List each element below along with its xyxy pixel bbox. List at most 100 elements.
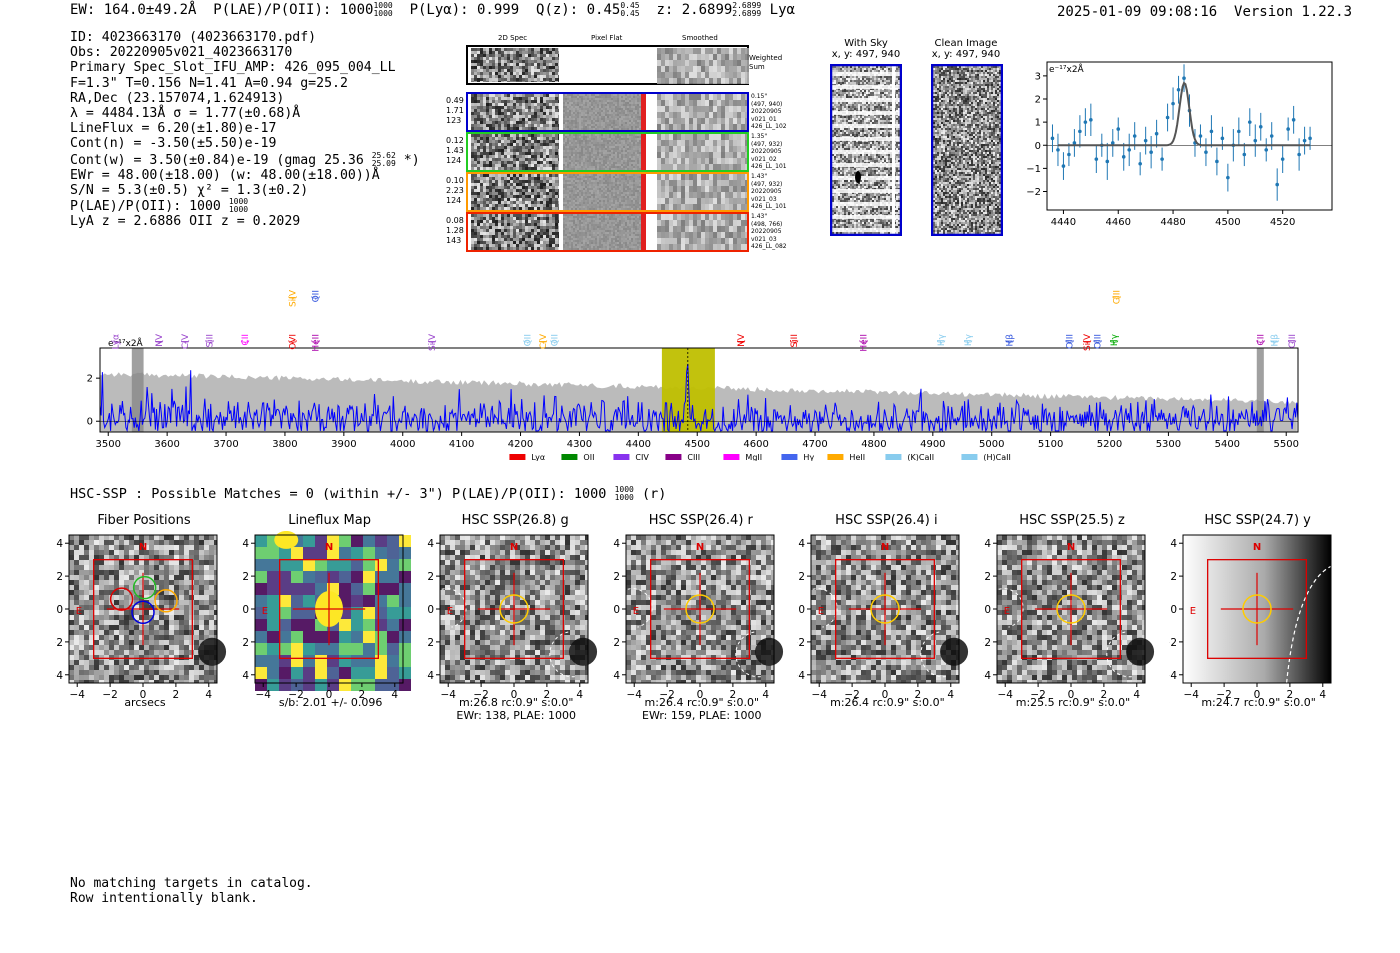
- hsc-ytick: 4: [56, 538, 63, 550]
- aperture-box: [278, 559, 379, 659]
- hsc-xtick: −2: [474, 689, 489, 701]
- spectrum-xtick: 3800: [272, 439, 297, 450]
- emission-line-bracket: {: [1065, 339, 1075, 345]
- hsc-xtick: −4: [812, 689, 828, 701]
- emission-line-label: CIII: [1288, 334, 1298, 348]
- emission-line-label: CII: [241, 334, 251, 346]
- hsc-ytick: 2: [984, 571, 991, 583]
- neighbor-source: [940, 637, 969, 666]
- hsc-panel-title: HSC SSP(25.5) z: [1019, 513, 1125, 528]
- hsc-xtick: 4: [577, 689, 584, 701]
- hsc-ytick: −4: [797, 670, 805, 682]
- info-sn: S/N = 5.3(±0.5) χ² = 1.3(±0.2): [70, 183, 309, 199]
- emission-line-bracket: {: [1094, 339, 1104, 345]
- header-qz: Q(z): 0.45: [536, 2, 621, 18]
- fit-point: [1242, 152, 1247, 157]
- hsc-ytick: 2: [428, 571, 435, 583]
- hsc-ytick: 4: [1170, 538, 1177, 550]
- info-lambda: λ = 4484.13Å σ = 1.77(±0.68)Å: [70, 106, 301, 122]
- source-aperture: [1056, 594, 1086, 624]
- fit-point: [1215, 159, 1219, 164]
- legend-swatch: [885, 454, 902, 460]
- fit-point: [1253, 138, 1258, 143]
- fit-point: [1198, 134, 1203, 138]
- emission-line-bracket: {: [551, 339, 561, 345]
- emission-line-bracket: {: [1256, 339, 1266, 345]
- emission-line-label: CII: [1256, 334, 1266, 346]
- hsc-ytick: 4: [984, 538, 991, 550]
- header-plae: P(LAE)/P(OII): 1000: [213, 2, 374, 18]
- emission-line-label: SiII: [206, 334, 216, 348]
- east-label: E: [1189, 606, 1195, 617]
- neighbor-outline: [735, 631, 763, 678]
- emission-line-bracket: {: [964, 339, 974, 345]
- emission-line-label: CIII: [1113, 290, 1123, 304]
- full-spectrum-chart: 3500 3600 3700 3800 3900 4000 4100 4200 4300 4400…: [87, 289, 1299, 461]
- emission-line-label: CIV: [181, 333, 191, 349]
- fit-point: [1302, 138, 1307, 143]
- legend-swatch: [961, 454, 978, 460]
- cutout-stack: [466, 45, 749, 252]
- cutout-row-4: [466, 212, 749, 252]
- spectrum-masked-band: [131, 348, 144, 432]
- emission-line-bracket: {: [859, 339, 869, 345]
- fit-point: [1094, 157, 1099, 161]
- hsc-panel-image: N E −4 −2 0 2 4 4 2 0 −2 −4: [1169, 534, 1332, 701]
- fit-point: [1237, 129, 1241, 134]
- hsc-ytick: 2: [613, 571, 620, 583]
- fit-ytick: 2: [1035, 95, 1041, 106]
- source-aperture: [499, 594, 529, 624]
- hsc-xtick: 0: [696, 689, 703, 701]
- cutout-row-3: [466, 172, 749, 212]
- hsc-xtick: −2: [288, 689, 303, 701]
- emission-line-bracket: {: [206, 339, 216, 345]
- fiber-circle: [109, 587, 134, 611]
- spectrum-xtick: 4700: [802, 439, 827, 450]
- header-z-frac: 2.6899 2.6899: [732, 1, 762, 18]
- cutout-row-stats: 0.08 1.28 143: [446, 216, 464, 245]
- hsc-panel-title: Lineflux Map: [288, 513, 371, 528]
- hsc-ytick: −4: [241, 670, 249, 682]
- aperture-box: [1206, 559, 1307, 659]
- emission-line-bracket: {: [1288, 339, 1298, 345]
- spectrum-xtick: 5500: [1273, 439, 1298, 450]
- hsc-panel-caption: m:25.5 rc:0.9" s:0.0": [1015, 696, 1131, 709]
- emission-line-bracket: {: [524, 339, 534, 345]
- hsc-xtick: 4: [1133, 689, 1140, 701]
- emission-line-label: OIII: [1065, 334, 1075, 349]
- east-label: E: [76, 606, 82, 617]
- fit-point: [1078, 129, 1082, 134]
- spectrum-xtick: 4600: [743, 439, 768, 450]
- hsc-ytick: −2: [612, 637, 620, 649]
- neighbor-outline: [549, 631, 577, 678]
- info-primary: Primary Spec_Slot_IFU_AMP: 426_095_004_L…: [70, 60, 396, 76]
- emission-line-label: SiIV: [428, 333, 438, 351]
- fit-point: [1308, 136, 1312, 141]
- emission-line-bracket: {: [539, 339, 549, 345]
- spectrum-xtick: 4100: [449, 439, 474, 450]
- info-params: F=1.3" T=0.156 N=1.41 A=0.94 g=25.2: [70, 75, 348, 91]
- header-z-line: Lyα: [769, 2, 795, 18]
- fit-point: [1061, 164, 1066, 168]
- north-label: N: [696, 542, 704, 553]
- hsc-xtick: 0: [140, 689, 147, 701]
- north-label: N: [324, 542, 332, 553]
- fit-point: [1067, 152, 1071, 157]
- emission-line-label: OVI: [289, 334, 299, 350]
- spectrum-xtick: 4000: [390, 439, 415, 450]
- header-timestamp-version: 2025-01-09 09:08:16 Version 1.22.3: [1057, 4, 1352, 20]
- cutout-row-meta: 0.15" (497, 940) 20220905 v021_01 426_LL_102: [751, 93, 787, 131]
- cutout-header-2dspec: 2D Spec: [498, 34, 528, 42]
- hsc-ytick: 0: [242, 604, 249, 616]
- footer-line2: Row intentionally blank.: [70, 891, 258, 906]
- emission-line-label: Hβ: [1270, 334, 1280, 347]
- spectrum-xtick: 3600: [154, 439, 179, 450]
- hsc-xtick: 4: [762, 689, 769, 701]
- cutout-row-stats: 0.10 2.23 124: [446, 176, 464, 205]
- fit-point: [1127, 148, 1132, 152]
- spectrum-xtick: 4200: [508, 439, 533, 450]
- spectrum-xtick: 3900: [331, 439, 356, 450]
- emission-line-label: NV: [737, 333, 747, 347]
